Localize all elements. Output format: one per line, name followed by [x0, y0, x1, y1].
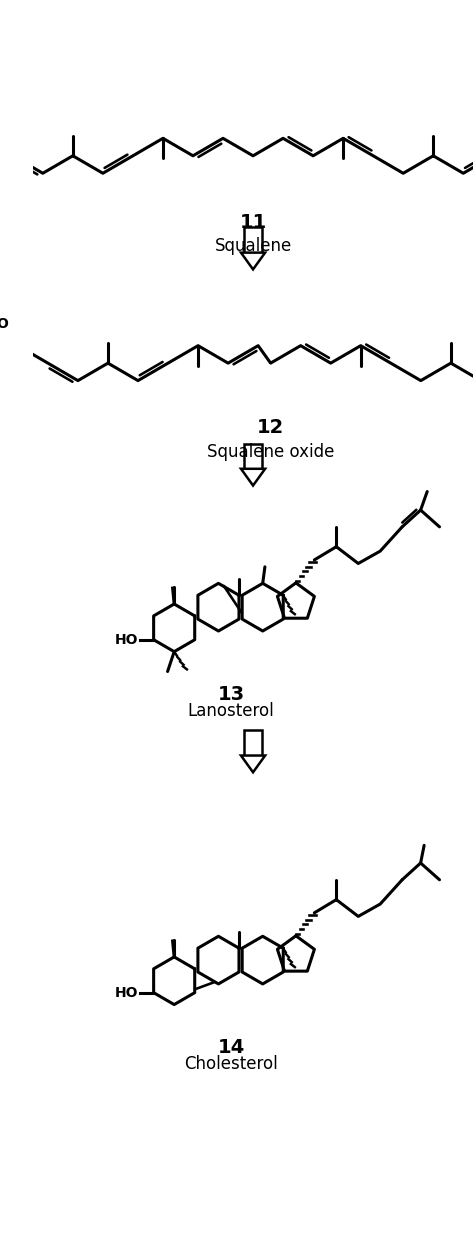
- Text: Squalene oxide: Squalene oxide: [207, 442, 334, 461]
- Polygon shape: [241, 755, 265, 773]
- Polygon shape: [241, 253, 265, 270]
- Polygon shape: [244, 730, 262, 755]
- Text: O: O: [0, 317, 8, 331]
- Text: Lanosterol: Lanosterol: [188, 702, 274, 721]
- Text: 13: 13: [218, 685, 245, 704]
- Polygon shape: [244, 228, 262, 253]
- Text: HO: HO: [115, 985, 138, 999]
- Text: Squalene: Squalene: [214, 238, 292, 255]
- Text: 12: 12: [257, 418, 284, 437]
- Text: HO: HO: [115, 633, 138, 646]
- Text: Cholesterol: Cholesterol: [184, 1055, 278, 1073]
- Text: 11: 11: [239, 213, 267, 233]
- Text: 14: 14: [218, 1037, 245, 1057]
- Polygon shape: [241, 469, 265, 485]
- Polygon shape: [244, 443, 262, 469]
